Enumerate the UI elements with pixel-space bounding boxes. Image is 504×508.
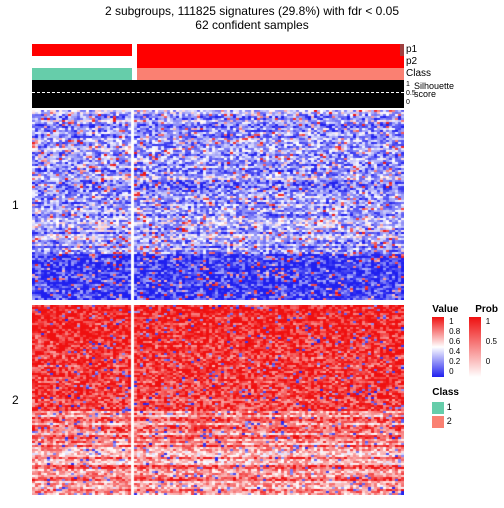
row-label-1: 1 — [12, 198, 19, 212]
heatmap-canvas-1 — [32, 110, 404, 300]
value-legend: Value Prob 10.80.60.40.20 10.50 — [432, 304, 498, 377]
chart-subtitle: 62 confident samples — [0, 18, 504, 32]
class-label: Class — [406, 68, 431, 80]
silhouette-row — [32, 80, 404, 108]
annotation-labels: p1 p2 Class — [406, 44, 431, 80]
heatmap-canvas-2 — [32, 305, 404, 495]
heatmap-gap — [32, 300, 404, 303]
legend-area: Value Prob 10.80.60.40.20 10.50 Class 1 … — [432, 304, 498, 438]
class-legend: Class 1 2 — [432, 387, 498, 428]
heatmap-group-2: 2 — [32, 305, 404, 495]
prob-ticks: 10.50 — [486, 317, 497, 377]
class-item: 1 — [432, 400, 498, 414]
p1-annotation-row — [32, 44, 404, 56]
value-legend-title: Value — [432, 304, 458, 315]
p1-label: p1 — [406, 44, 431, 56]
heatmap-group-1: 1 — [32, 110, 404, 300]
class-annotation-row — [32, 68, 404, 80]
silhouette-label: Silhouettescore — [414, 82, 454, 98]
value-colorbar — [432, 317, 444, 377]
class-item: 2 — [432, 414, 498, 428]
row-label-2: 2 — [12, 393, 19, 407]
p2-annotation-row — [32, 56, 404, 68]
value-ticks: 10.80.60.40.20 — [449, 317, 460, 377]
main-plot-area: 1 2 — [32, 44, 404, 502]
chart-title: 2 subgroups, 111825 signatures (29.8%) w… — [0, 4, 504, 18]
p2-label: p2 — [406, 56, 431, 68]
prob-colorbar — [469, 317, 481, 377]
silhouette-dashline — [32, 92, 404, 93]
prob-legend-title: Prob — [475, 304, 498, 315]
class-legend-title: Class — [432, 387, 459, 398]
